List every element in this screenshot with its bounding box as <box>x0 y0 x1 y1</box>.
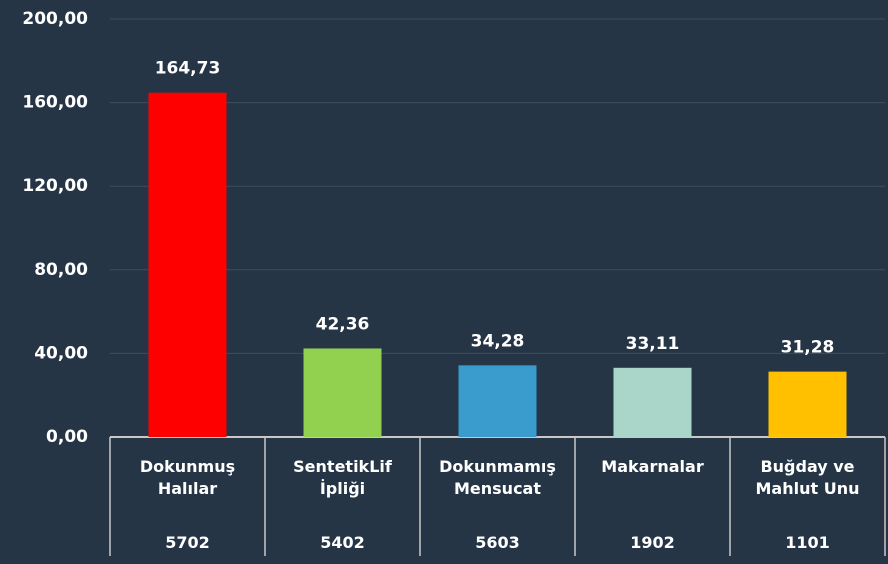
category-code: 1101 <box>785 533 830 552</box>
category-label: Dokunmamış Mensucat <box>439 457 556 498</box>
value-label: 34,28 <box>471 331 525 351</box>
bar <box>613 367 692 437</box>
y-tick-label: 160,00 <box>22 93 88 113</box>
value-label: 164,73 <box>155 59 221 79</box>
category-label: Makarnalar <box>601 457 704 476</box>
y-tick-label: 80,00 <box>34 260 88 280</box>
category-label: Dokunmuş Halılar <box>139 457 236 498</box>
category-code: 5603 <box>475 533 520 552</box>
category-code: 5702 <box>165 533 210 552</box>
y-tick-label: 0,00 <box>46 427 88 447</box>
category-label: Buğday ve Mahlut Unu <box>755 457 860 498</box>
y-tick-label: 40,00 <box>34 343 88 363</box>
category-code: 5402 <box>320 533 365 552</box>
value-label: 42,36 <box>316 314 370 334</box>
value-label: 33,11 <box>626 334 680 354</box>
category-code: 1902 <box>630 533 675 552</box>
value-label: 31,28 <box>781 338 835 358</box>
bar <box>148 92 227 438</box>
bar <box>458 365 537 437</box>
category-label: SentetikLif İpliği <box>293 457 392 498</box>
y-tick-label: 120,00 <box>22 176 88 196</box>
bar <box>303 348 382 437</box>
y-tick-label: 200,00 <box>22 9 88 29</box>
bar <box>768 371 847 437</box>
